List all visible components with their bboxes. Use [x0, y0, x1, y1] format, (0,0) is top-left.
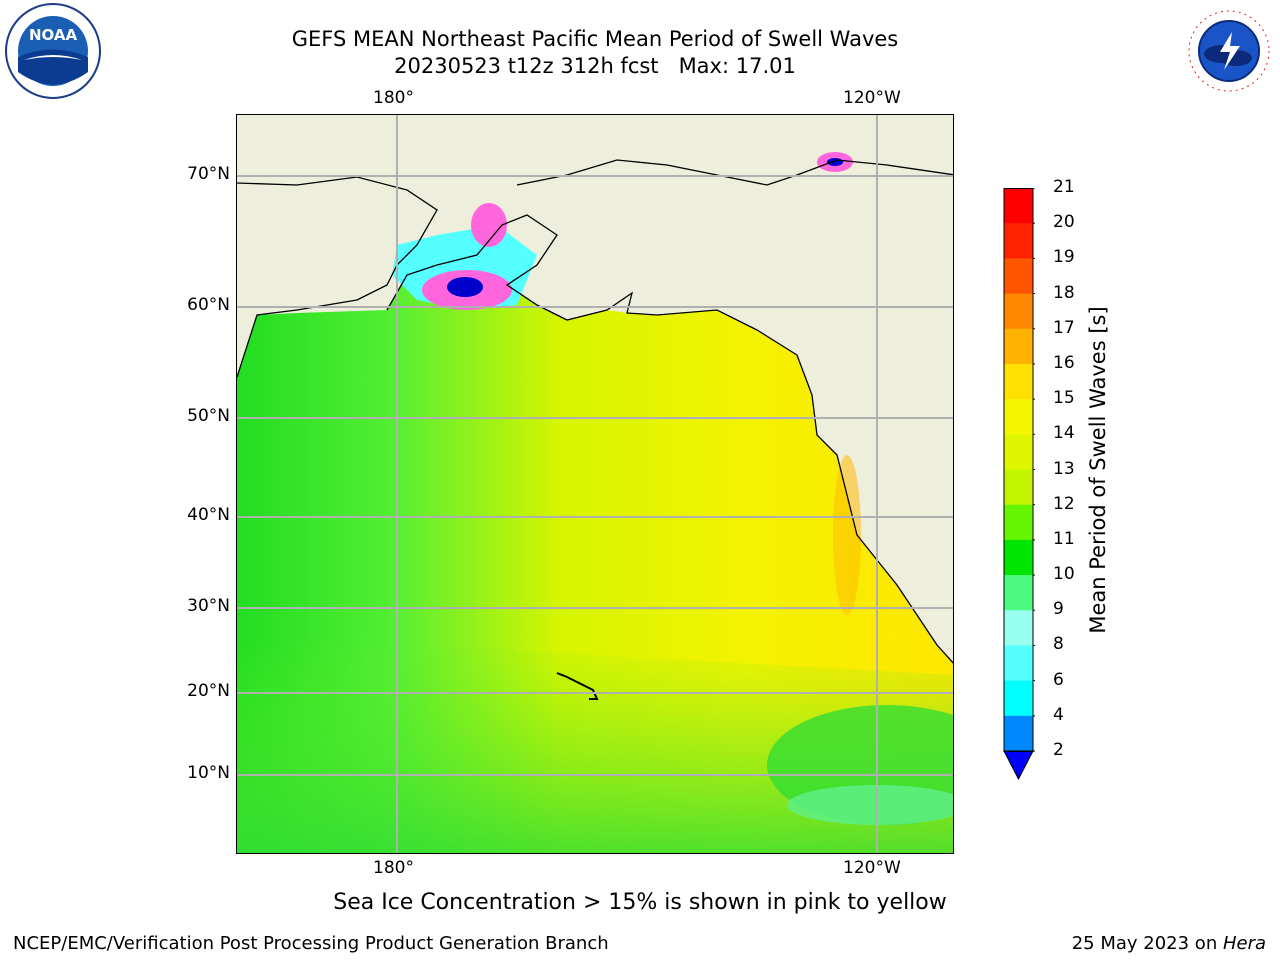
colorbar-tick-label: 13 — [1053, 458, 1075, 479]
credit-date: 25 May 2023 on — [1071, 933, 1223, 954]
colorbar-tick-label: 4 — [1053, 704, 1064, 725]
colorbar-segment — [1004, 539, 1033, 576]
colorbar-segment — [1004, 258, 1033, 295]
hawaii-islands — [556, 672, 599, 700]
lat-tick-40n: 40°N — [187, 505, 230, 525]
lon-tick-bottom-180: 180° — [373, 858, 414, 878]
colorbar-segment — [1004, 399, 1033, 435]
colorbar-extend-arrow — [1003, 750, 1034, 781]
colorbar-segment — [1004, 680, 1033, 717]
colorbar-segment — [1004, 328, 1033, 365]
colorbar-tick-label: 10 — [1053, 564, 1075, 585]
colorbar-tick-label: 12 — [1053, 493, 1075, 514]
lon-tick-top-120w: 120°W — [843, 88, 901, 108]
colorbar-tick-label: 20 — [1053, 212, 1075, 233]
ice-pink-2 — [471, 203, 507, 247]
graticule — [237, 115, 953, 853]
colorbar-segment — [1004, 469, 1033, 506]
nws-logo — [1180, 2, 1278, 100]
colorbar-segment — [1004, 363, 1033, 400]
colorbar-tick-label: 6 — [1053, 669, 1064, 690]
credit-right: 25 May 2023 on Hera — [1072, 933, 1266, 954]
colorbar-segment — [1004, 715, 1033, 752]
credit-left: NCEP/EMC/Verification Post Processing Pr… — [13, 933, 609, 954]
colorbar-tick-label: 16 — [1053, 352, 1075, 373]
colorbar-segment — [1004, 293, 1033, 330]
colorbar-segment — [1004, 610, 1033, 646]
credit-host: Hera — [1222, 933, 1266, 954]
colorbar-tick-label: 21 — [1053, 177, 1075, 197]
map-svg — [237, 115, 953, 853]
map-panel — [236, 114, 954, 854]
south-band — [237, 635, 953, 853]
coastline-siberia — [237, 176, 438, 378]
colorbar-tick-label: 19 — [1053, 247, 1075, 268]
colorbar-segment — [1004, 575, 1033, 611]
colorbar-tick-label: 9 — [1053, 599, 1064, 620]
lat-tick-70n: 70°N — [187, 164, 230, 184]
lon-tick-top-180: 180° — [373, 88, 414, 108]
colorbar-tick-label: 11 — [1053, 528, 1075, 549]
lon-tick-bottom-120w: 120°W — [843, 858, 901, 878]
lat-tick-20n: 20°N — [187, 681, 230, 701]
colorbar-segment — [1004, 223, 1033, 259]
coastline-arctic — [516, 159, 953, 186]
ice-blue-core — [447, 277, 483, 297]
colorbar-label: Mean Period of Swell Waves [s] — [1086, 306, 1110, 634]
southeast-teal-patch — [787, 785, 953, 825]
colorbar-segment — [1004, 188, 1033, 224]
colorbar-segment — [1004, 504, 1033, 541]
colorbar-tick-label: 2 — [1053, 740, 1064, 760]
coastline-alaska — [386, 214, 953, 664]
lat-tick-30n: 30°N — [187, 596, 230, 616]
colorbar-tick-label: 8 — [1053, 634, 1064, 655]
noaa-logo-text: NOAA — [29, 26, 78, 44]
colorbar-tick-label: 15 — [1053, 388, 1075, 409]
colorbar-tick-label: 17 — [1053, 317, 1075, 338]
ice-blue-2 — [827, 158, 843, 166]
chart-subtitle: 20230523 t12z 312h fcst Max: 17.01 — [394, 54, 796, 78]
chart-title: GEFS MEAN Northeast Pacific Mean Period … — [291, 27, 899, 51]
colorbar — [1003, 187, 1035, 792]
lat-tick-50n: 50°N — [187, 406, 230, 426]
sea-ice-note: Sea Ice Concentration > 15% is shown in … — [333, 890, 947, 915]
colorbar-segment — [1004, 434, 1033, 470]
colorbar-svg — [1003, 187, 1035, 781]
colorbar-tick-label: 18 — [1053, 282, 1075, 303]
colorbar-segment — [1004, 645, 1033, 682]
lat-tick-60n: 60°N — [187, 295, 230, 315]
colorbar-tick-label: 14 — [1053, 423, 1075, 444]
lat-tick-10n: 10°N — [187, 763, 230, 783]
coastal-orange — [833, 455, 861, 615]
noaa-logo: NOAA — [4, 2, 102, 100]
